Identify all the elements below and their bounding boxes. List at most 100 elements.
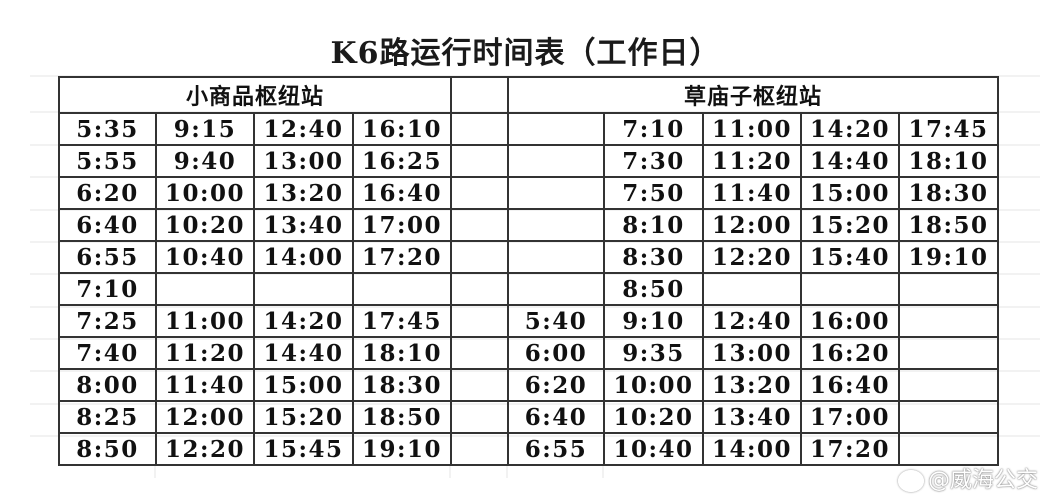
- table-row: 7:25 11:00 14:20 17:45 5:40 9:10 12:40 16:00: [58, 304, 999, 338]
- left-time-cell: 11:20: [155, 336, 255, 370]
- right-time-cell: 18:50: [898, 208, 999, 242]
- header-row: 小商品枢纽站 草庙子枢纽站: [58, 76, 999, 114]
- right-time-cell: 6:40: [507, 400, 605, 434]
- right-time-cell: 16:20: [800, 336, 900, 370]
- right-time-cell: [507, 144, 605, 178]
- right-time-cell: 17:20: [800, 432, 900, 466]
- right-time-cell: 7:30: [603, 144, 704, 178]
- left-time-cell: 6:20: [58, 176, 157, 210]
- right-time-cell: [702, 272, 802, 306]
- right-time-cell: 19:10: [898, 240, 999, 274]
- right-time-cell: 6:55: [507, 432, 605, 466]
- left-time-cell: 18:10: [352, 336, 452, 370]
- right-time-cell: 15:00: [800, 176, 900, 210]
- left-time-cell: 17:00: [352, 208, 452, 242]
- right-time-cell: [898, 304, 999, 338]
- right-time-cell: 16:00: [800, 304, 900, 338]
- right-time-cell: [898, 272, 999, 306]
- right-time-cell: 10:40: [603, 432, 704, 466]
- left-time-cell: 16:25: [352, 144, 452, 178]
- left-time-cell: 17:45: [352, 304, 452, 338]
- left-time-cell: 10:00: [155, 176, 255, 210]
- left-time-cell: [253, 272, 354, 306]
- right-time-cell: 9:35: [603, 336, 704, 370]
- page-title: K6路运行时间表（工作日）: [330, 36, 721, 71]
- left-time-cell: 18:50: [352, 400, 452, 434]
- right-time-cell: 8:30: [603, 240, 704, 274]
- left-time-cell: 12:40: [253, 112, 354, 146]
- left-time-cell: 12:20: [155, 432, 255, 466]
- weibo-icon: [898, 470, 924, 492]
- right-time-cell: 14:40: [800, 144, 900, 178]
- right-time-cell: 12:20: [702, 240, 802, 274]
- right-station-header: 草庙子枢纽站: [507, 76, 999, 114]
- right-time-cell: 15:40: [800, 240, 900, 274]
- left-time-cell: 13:40: [253, 208, 354, 242]
- table-row: 8:50 12:20 15:45 19:10 6:55 10:40 14:00 17:20: [58, 432, 999, 466]
- right-time-cell: [507, 176, 605, 210]
- right-time-cell: [800, 272, 900, 306]
- right-time-cell: 8:10: [603, 208, 704, 242]
- right-time-cell: [898, 336, 999, 370]
- left-time-cell: 6:40: [58, 208, 157, 242]
- right-time-cell: 13:40: [702, 400, 802, 434]
- right-time-cell: 11:00: [702, 112, 802, 146]
- right-time-cell: 13:20: [702, 368, 802, 402]
- watermark-text: @威海公交: [928, 468, 1039, 493]
- left-time-cell: 8:25: [58, 400, 157, 434]
- table-row: 8:00 11:40 15:00 18:30 6:20 10:00 13:20 16:40: [58, 368, 999, 402]
- left-time-cell: 12:00: [155, 400, 255, 434]
- left-time-cell: 8:50: [58, 432, 157, 466]
- right-time-cell: 14:00: [702, 432, 802, 466]
- left-time-cell: 13:20: [253, 176, 354, 210]
- left-time-cell: 14:40: [253, 336, 354, 370]
- right-time-cell: 7:50: [603, 176, 704, 210]
- left-time-cell: 11:00: [155, 304, 255, 338]
- right-time-cell: 14:20: [800, 112, 900, 146]
- left-time-cell: [352, 272, 452, 306]
- table-row: 7:40 11:20 14:40 18:10 6:00 9:35 13:00 16:20: [58, 336, 999, 370]
- right-time-cell: 15:20: [800, 208, 900, 242]
- right-time-cell: 18:10: [898, 144, 999, 178]
- right-time-cell: 16:40: [800, 368, 900, 402]
- right-time-cell: 10:00: [603, 368, 704, 402]
- right-time-cell: 10:20: [603, 400, 704, 434]
- right-time-cell: 11:20: [702, 144, 802, 178]
- right-time-cell: 18:30: [898, 176, 999, 210]
- right-time-cell: 6:20: [507, 368, 605, 402]
- left-time-cell: 19:10: [352, 432, 452, 466]
- right-time-cell: 9:10: [603, 304, 704, 338]
- left-time-cell: 5:55: [58, 144, 157, 178]
- right-time-cell: [507, 240, 605, 274]
- left-time-cell: 17:20: [352, 240, 452, 274]
- right-time-cell: 12:40: [702, 304, 802, 338]
- right-time-cell: 13:00: [702, 336, 802, 370]
- table-row: 6:20 10:00 13:20 16:40 7:50 11:40 15:00 18:30: [58, 176, 999, 210]
- left-time-cell: 18:30: [352, 368, 452, 402]
- left-time-cell: 9:40: [155, 144, 255, 178]
- left-time-cell: 15:45: [253, 432, 354, 466]
- spacer-cell: [450, 304, 509, 338]
- table-row: 6:55 10:40 14:00 17:20 8:30 12:20 15:40 19:10: [58, 240, 999, 274]
- table-row: 5:35 9:15 12:40 16:10 7:10 11:00 14:20 17:45: [58, 112, 999, 146]
- right-time-cell: [507, 208, 605, 242]
- left-station-header: 小商品枢纽站: [58, 76, 452, 114]
- spacer-cell: [450, 176, 509, 210]
- right-time-cell: [898, 368, 999, 402]
- spacer-cell: [450, 144, 509, 178]
- spacer-cell: [450, 336, 509, 370]
- right-time-cell: [898, 432, 999, 466]
- right-time-cell: 5:40: [507, 304, 605, 338]
- spacer-cell: [450, 240, 509, 274]
- left-time-cell: 9:15: [155, 112, 255, 146]
- left-time-cell: 10:40: [155, 240, 255, 274]
- left-time-cell: 11:40: [155, 368, 255, 402]
- watermark: @威海公交: [898, 462, 1038, 494]
- left-time-cell: 13:00: [253, 144, 354, 178]
- left-time-cell: 15:00: [253, 368, 354, 402]
- right-time-cell: 6:00: [507, 336, 605, 370]
- left-time-cell: 6:55: [58, 240, 157, 274]
- right-time-cell: [898, 400, 999, 434]
- right-time-cell: 11:40: [702, 176, 802, 210]
- right-time-cell: [507, 272, 605, 306]
